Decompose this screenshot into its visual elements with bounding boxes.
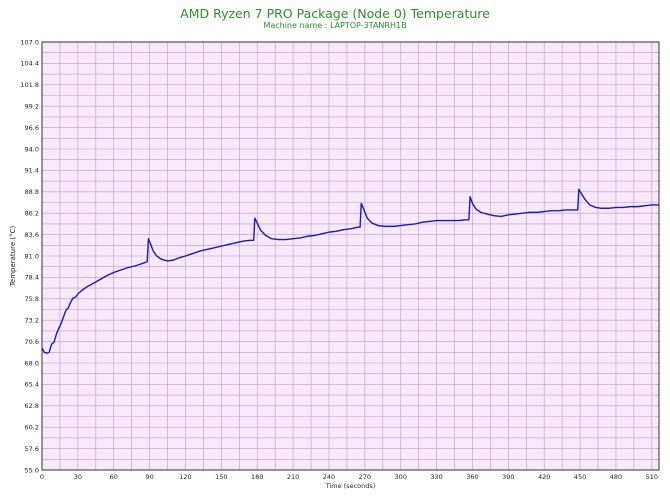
chart-title: AMD Ryzen 7 PRO Package (Node 0) Tempera…: [180, 6, 490, 21]
y-tick-label: 78.4: [25, 274, 39, 282]
y-tick-label: 99.2: [25, 103, 39, 111]
y-tick-label: 57.6: [25, 445, 39, 453]
y-tick-label: 107.0: [20, 38, 39, 46]
y-tick-label: 81.0: [25, 252, 39, 260]
x-tick-label: 90: [145, 473, 153, 481]
plot-frame: [41, 41, 660, 471]
y-tick-label: 70.6: [25, 338, 39, 346]
y-tick-label: 60.2: [25, 424, 39, 432]
x-tick-label: 120: [179, 473, 191, 481]
x-tick-label: 510: [646, 473, 658, 481]
chart-subtitle: Machine name : LAPTOP-3TANRH1B: [263, 21, 407, 30]
x-tick-label: 330: [430, 473, 442, 481]
temperature-series-line: [41, 188, 659, 354]
y-tick-label: 68.0: [25, 359, 39, 367]
y-axis-label: Temperature (°C): [9, 226, 17, 288]
x-axis-label: Time (seconds): [325, 482, 376, 490]
y-tick-label: 73.2: [25, 317, 39, 325]
x-tick-label: 180: [251, 473, 263, 481]
series-layer: [41, 188, 659, 354]
y-tick-label: 88.8: [25, 188, 39, 196]
x-tick-label: 300: [395, 473, 407, 481]
x-tick-label: 150: [215, 473, 227, 481]
x-tick-label: 420: [538, 473, 550, 481]
tick-labels: 0 30 60 90 120 150 180 210 240 270 300 330 360 390 420…: [20, 38, 658, 481]
x-tick-label: 360: [466, 473, 478, 481]
y-tick-label: 96.6: [25, 124, 39, 132]
y-tick-label: 75.8: [25, 295, 39, 303]
y-tick-label: 86.2: [25, 210, 39, 218]
x-tick-label: 30: [74, 473, 82, 481]
y-tick-label: 101.8: [20, 81, 39, 89]
y-tick-label: 62.8: [25, 402, 39, 410]
y-tick-label: 91.4: [25, 167, 39, 175]
y-tick-label: 83.6: [25, 231, 39, 239]
x-tick-label: 390: [502, 473, 514, 481]
x-tick-label: 480: [610, 473, 622, 481]
y-tick-label: 65.4: [25, 381, 39, 389]
grid: [42, 42, 659, 470]
x-tick-label: 60: [110, 473, 118, 481]
y-tick-label: 94.0: [25, 145, 39, 153]
y-tick-label: 55.0: [25, 466, 39, 474]
x-tick-label: 210: [287, 473, 299, 481]
x-tick-label: 240: [323, 473, 335, 481]
x-tick-label: 450: [574, 473, 586, 481]
x-tick-label: 0: [40, 473, 44, 481]
x-tick-label: 270: [359, 473, 371, 481]
y-tick-label: 104.4: [20, 60, 39, 68]
